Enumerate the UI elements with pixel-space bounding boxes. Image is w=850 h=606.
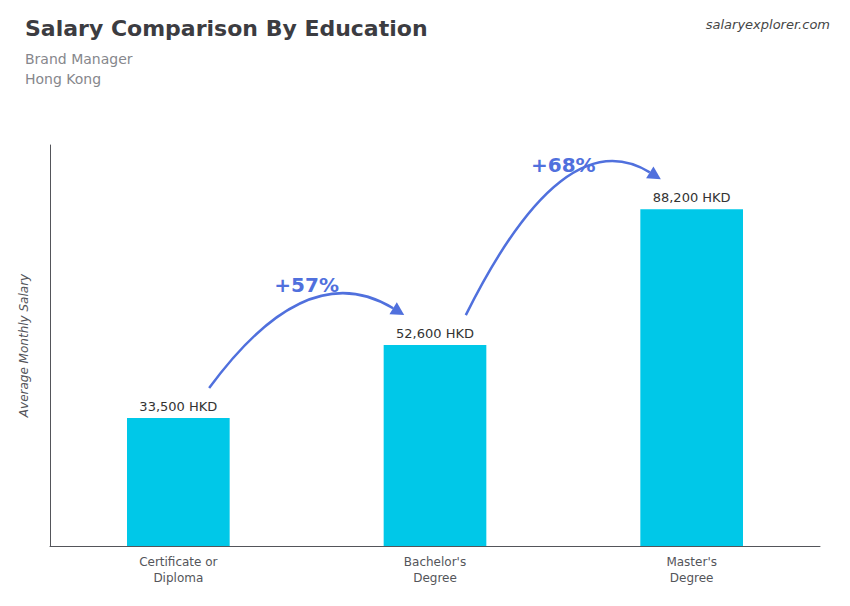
svg-text:Master's: Master's <box>666 555 717 569</box>
svg-text:Diploma: Diploma <box>153 571 203 585</box>
svg-text:Degree: Degree <box>670 571 714 585</box>
svg-text:+68%: +68% <box>531 153 596 177</box>
svg-text:Hong Kong: Hong Kong <box>25 71 101 87</box>
svg-text:88,200 HKD: 88,200 HKD <box>653 190 731 205</box>
svg-text:Certificate or: Certificate or <box>139 555 217 569</box>
svg-text:Degree: Degree <box>413 571 457 585</box>
svg-text:Bachelor's: Bachelor's <box>404 555 466 569</box>
svg-text:salaryexplorer.com: salaryexplorer.com <box>706 17 830 32</box>
svg-text:+57%: +57% <box>274 273 339 297</box>
svg-text:33,500 HKD: 33,500 HKD <box>139 399 217 414</box>
svg-text:Average Monthly Salary: Average Monthly Salary <box>17 273 31 418</box>
svg-text:Salary Comparison By Education: Salary Comparison By Education <box>25 16 428 41</box>
svg-text:Brand Manager: Brand Manager <box>25 51 133 67</box>
svg-text:52,600 HKD: 52,600 HKD <box>396 326 474 341</box>
